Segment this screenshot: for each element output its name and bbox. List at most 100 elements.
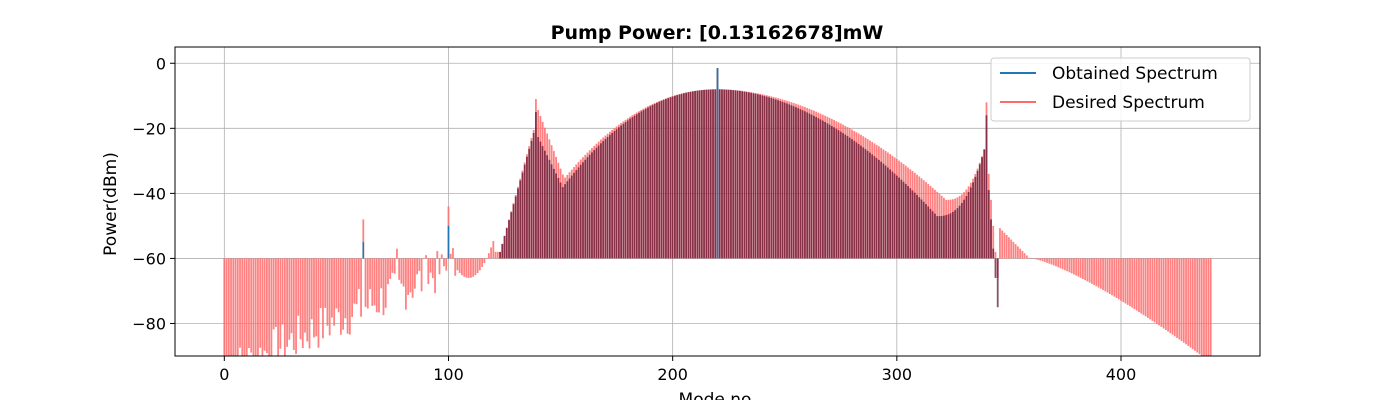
y-tick-label: −20 bbox=[132, 119, 166, 138]
desired-bar bbox=[420, 258, 423, 292]
obtained-bar bbox=[680, 93, 683, 259]
desired-bar bbox=[409, 258, 412, 293]
obtained-bar bbox=[821, 120, 824, 259]
obtained-bar bbox=[537, 137, 540, 259]
desired-bar bbox=[398, 258, 401, 280]
obtained-bar bbox=[956, 208, 959, 259]
obtained-bar bbox=[974, 176, 977, 259]
desired-bar bbox=[402, 258, 405, 287]
obtained-bar bbox=[609, 134, 611, 259]
desired-bar bbox=[239, 258, 241, 348]
obtained-bar bbox=[743, 91, 746, 259]
obtained-bar bbox=[990, 219, 992, 259]
desired-bar bbox=[1158, 258, 1161, 326]
obtained-bar bbox=[591, 152, 593, 259]
obtained-bar bbox=[721, 89, 723, 259]
obtained-bar bbox=[994, 258, 997, 278]
desired-bar bbox=[1037, 258, 1039, 260]
obtained-bar bbox=[678, 94, 681, 259]
desired-bar bbox=[335, 258, 338, 309]
obtained-bar bbox=[557, 178, 560, 259]
obtained-bar bbox=[523, 164, 526, 259]
obtained-bar bbox=[671, 96, 674, 259]
obtained-bar bbox=[869, 152, 871, 259]
obtained-bar bbox=[913, 192, 916, 259]
desired-bar bbox=[366, 258, 369, 309]
desired-bar bbox=[416, 258, 419, 275]
obtained-bar bbox=[842, 133, 844, 259]
obtained-bar bbox=[846, 136, 849, 259]
obtained-bar bbox=[499, 251, 501, 259]
obtained-bar bbox=[779, 101, 782, 259]
desired-bar bbox=[355, 258, 358, 305]
desired-bar bbox=[1207, 258, 1210, 356]
obtained-bar bbox=[871, 154, 874, 259]
desired-bar bbox=[1090, 258, 1093, 284]
chart-title: Pump Power: [0.13162678]mW bbox=[551, 22, 884, 44]
desired-bar bbox=[268, 258, 271, 356]
desired-bar bbox=[1093, 258, 1096, 286]
obtained-bar bbox=[568, 178, 571, 259]
desired-bar bbox=[331, 258, 333, 318]
obtained-bar bbox=[761, 95, 764, 259]
desired-bar bbox=[308, 258, 311, 349]
desired-bar bbox=[315, 258, 318, 337]
desired-bar bbox=[375, 258, 378, 313]
obtained-bar bbox=[833, 127, 835, 259]
desired-bar bbox=[223, 258, 226, 356]
desired-bar bbox=[279, 258, 282, 349]
desired-bar bbox=[236, 258, 239, 356]
obtained-bar bbox=[947, 214, 950, 259]
obtained-bar bbox=[559, 182, 562, 259]
desired-bar bbox=[490, 247, 492, 259]
desired-bar bbox=[449, 253, 452, 259]
obtained-bar bbox=[575, 170, 578, 259]
obtained-bar bbox=[555, 173, 557, 259]
desired-bar bbox=[1120, 258, 1122, 301]
obtained-bar bbox=[940, 215, 943, 259]
desired-bar bbox=[436, 251, 439, 259]
desired-bar bbox=[322, 258, 324, 339]
desired-bar bbox=[1099, 258, 1102, 289]
obtained-bar bbox=[978, 164, 981, 259]
obtained-bar bbox=[790, 105, 793, 259]
y-axis-label: Power(dBm) bbox=[101, 152, 121, 256]
obtained-bar bbox=[617, 127, 620, 259]
desired-bar bbox=[999, 228, 1001, 259]
obtained-bar bbox=[817, 118, 820, 259]
desired-bar bbox=[443, 258, 445, 267]
desired-bar bbox=[306, 258, 309, 342]
obtained-bar bbox=[550, 164, 553, 259]
obtained-bar bbox=[604, 139, 607, 259]
obtained-bar bbox=[951, 211, 954, 259]
legend: Obtained Spectrum Desired Spectrum bbox=[990, 57, 1251, 122]
desired-bar bbox=[1032, 258, 1035, 259]
obtained-bar bbox=[965, 196, 968, 259]
desired-bar bbox=[1034, 258, 1037, 260]
desired-bar bbox=[266, 258, 268, 354]
desired-bar bbox=[384, 258, 387, 308]
obtained-bar bbox=[517, 188, 519, 259]
desired-bar bbox=[1016, 246, 1019, 259]
desired-bar bbox=[1198, 258, 1201, 355]
obtained-bar bbox=[830, 125, 833, 259]
desired-bar bbox=[476, 258, 479, 274]
obtained-bar bbox=[597, 145, 600, 259]
obtained-bar bbox=[801, 110, 804, 259]
desired-bar bbox=[1169, 258, 1172, 334]
obtained-bar bbox=[765, 96, 768, 259]
desired-bar bbox=[337, 258, 340, 313]
desired-bar bbox=[1028, 257, 1030, 259]
obtained-bar bbox=[696, 90, 699, 259]
obtained-bar bbox=[920, 199, 923, 259]
obtained-bar bbox=[725, 89, 728, 259]
obtained-bar bbox=[606, 136, 609, 259]
legend-label-obtained: Obtained Spectrum bbox=[1052, 64, 1218, 84]
desired-bar bbox=[422, 258, 425, 259]
desired-bar bbox=[1133, 258, 1136, 310]
desired-bar bbox=[351, 258, 353, 317]
desired-bar bbox=[393, 258, 396, 274]
obtained-bar bbox=[510, 212, 513, 259]
desired-bar bbox=[1111, 258, 1113, 296]
obtained-bar bbox=[837, 130, 840, 259]
